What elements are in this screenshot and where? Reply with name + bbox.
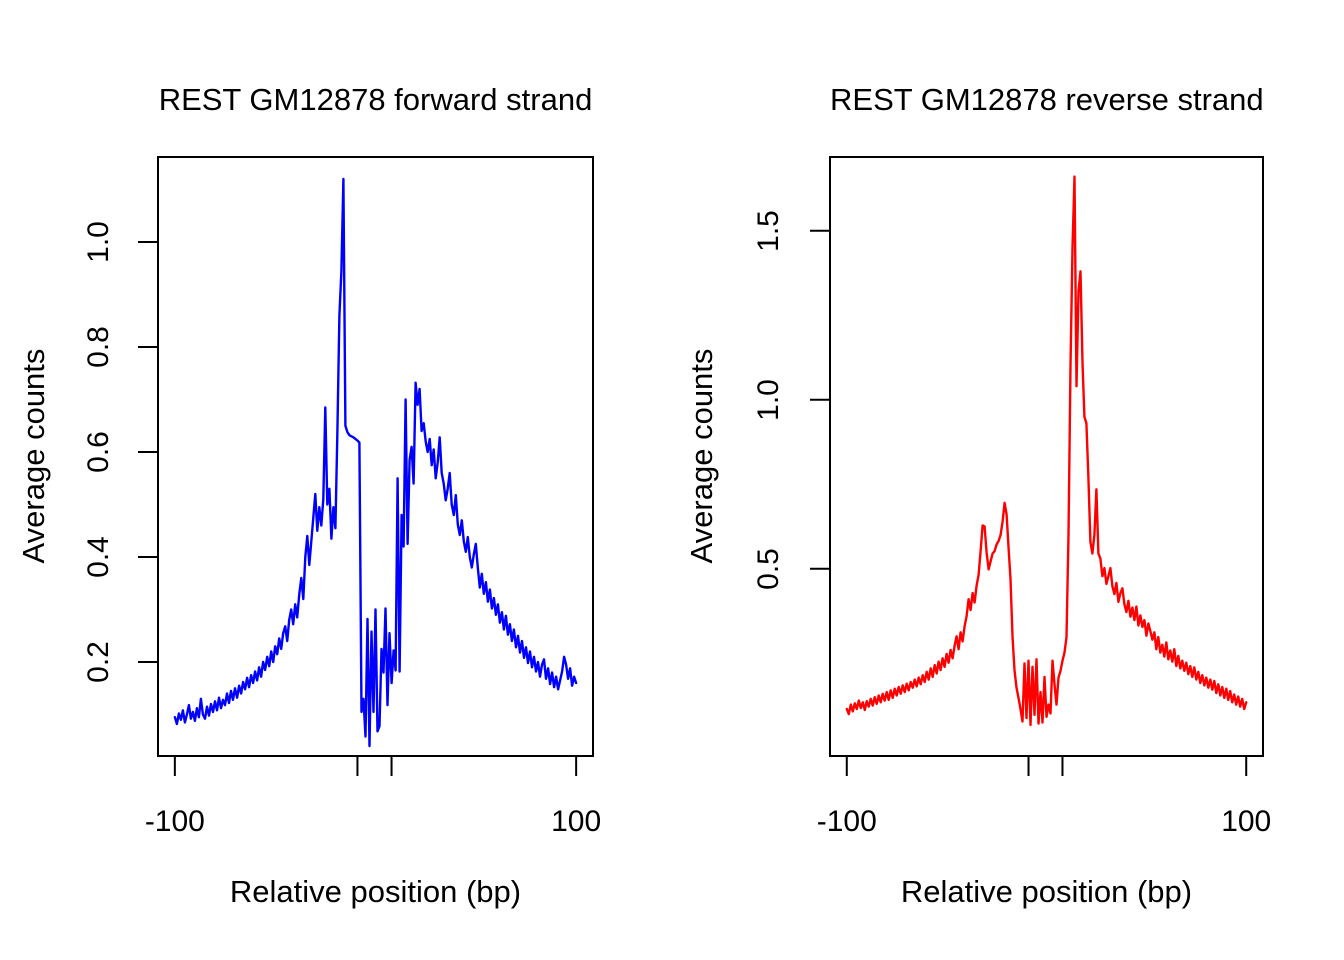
y-tick-label: 0.5: [752, 547, 785, 590]
reverse-strand-plot: [810, 156, 1264, 776]
plot-title-reverse: REST GM12878 reverse strand: [830, 82, 1264, 117]
y-tick-label: 0.4: [82, 536, 115, 578]
x-tick-label: 100: [551, 805, 602, 838]
plot-title-forward: REST GM12878 forward strand: [158, 82, 593, 117]
reverse-strand-series-line: [845, 175, 1248, 727]
y-tick-label: 0.8: [82, 326, 115, 368]
y-tick-label: 1.0: [82, 221, 115, 263]
x-tick-label: -100: [816, 805, 877, 838]
forward-strand-plot: [138, 156, 594, 776]
plot-box: [829, 156, 1264, 757]
x-axis-title-reverse: Relative position (bp): [900, 874, 1193, 909]
y-axis-title-forward: Average counts: [16, 348, 51, 564]
y-tick-label: 0.2: [82, 641, 115, 683]
x-axis-title-forward: Relative position (bp): [229, 874, 522, 909]
y-tick-label: 0.6: [82, 431, 115, 473]
y-tick-label: 1.5: [752, 209, 785, 252]
x-tick-label: 100: [1221, 805, 1272, 838]
y-tick-label: 1.0: [752, 378, 785, 421]
y-axis-title-reverse: Average counts: [684, 348, 719, 564]
x-tick-label: -100: [144, 805, 205, 838]
forward-strand-series-line: [173, 177, 578, 748]
plot-box: [157, 156, 594, 757]
